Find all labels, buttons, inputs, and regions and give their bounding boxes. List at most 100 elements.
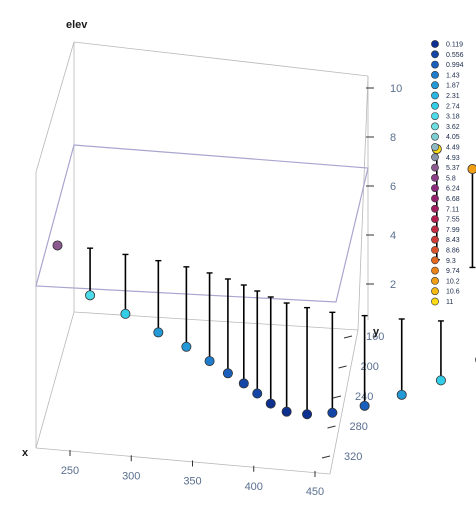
- x-tick-label: 300: [122, 470, 140, 482]
- legend-label: 6.24: [446, 186, 460, 193]
- legend-label: 2.74: [446, 103, 460, 110]
- x-tick-label: 250: [61, 465, 79, 477]
- legend-swatch: [431, 40, 439, 48]
- y-tick-mark: [343, 335, 353, 339]
- legend-label: 0.556: [446, 52, 464, 59]
- y-tick-label: 160: [366, 331, 384, 343]
- x-tick-label: 350: [183, 476, 201, 488]
- reference-plane: [35, 144, 369, 303]
- legend-label: 7.11: [446, 206, 459, 213]
- x-axis-title: x: [22, 447, 29, 459]
- legend-swatch: [431, 194, 439, 203]
- y-axis-title: y: [373, 326, 380, 338]
- data-point: [120, 308, 131, 319]
- data-point: [238, 378, 249, 389]
- y-axis: 160200240280320: [321, 331, 384, 463]
- data-point: [435, 375, 446, 386]
- x-tick-label: 400: [245, 481, 263, 493]
- data-point: [252, 388, 263, 399]
- data-point: [153, 327, 164, 338]
- y-tick-mark: [338, 365, 347, 369]
- data-point: [181, 341, 192, 352]
- z-tick-label: 10: [390, 83, 402, 95]
- legend-label: 5.8: [446, 175, 456, 182]
- data-point: [396, 389, 407, 400]
- data-point: [222, 368, 233, 379]
- legend-label: 1.87: [446, 83, 460, 90]
- legend-swatch: [431, 81, 439, 90]
- legend-swatch: [431, 235, 439, 244]
- data-point: [265, 398, 276, 409]
- legend: 0.119 0.556 0.994 1.43 1.87 2.31 2.74 3.18 3.62 4…: [431, 40, 464, 306]
- z-tick-label: 2: [390, 279, 396, 291]
- box-frame: [35, 41, 369, 475]
- legend-swatch: [431, 287, 439, 296]
- legend-label: 0.119: [446, 42, 463, 49]
- y-tick-label: 320: [344, 451, 362, 463]
- legend-swatch: [431, 112, 439, 120]
- data-point: [281, 406, 292, 417]
- y-tick-label: 280: [350, 421, 368, 433]
- z-tick-label: 4: [390, 230, 396, 242]
- legend-label: 6.68: [446, 196, 460, 203]
- legend-swatch: [431, 60, 439, 69]
- legend-swatch: [431, 101, 439, 110]
- legend-label: 9.74: [446, 268, 460, 275]
- legend-label: 8.43: [446, 237, 460, 244]
- legend-label: 2.31: [446, 93, 460, 100]
- legend-swatch: [431, 297, 439, 306]
- legend-label: 0.994: [446, 62, 464, 69]
- y-tick-mark: [332, 395, 342, 399]
- legend-label: 11: [446, 299, 453, 306]
- z-tick-label: 8: [390, 132, 396, 144]
- legend-swatch: [431, 276, 439, 285]
- legend-label: 4.05: [446, 134, 460, 141]
- y-tick-mark: [327, 425, 336, 429]
- legend-label: 1.43: [446, 72, 460, 79]
- legend-swatch: [431, 266, 439, 275]
- legend-label: 3.62: [446, 124, 460, 131]
- legend-swatch: [431, 143, 439, 151]
- legend-label: 3.18: [446, 114, 460, 121]
- legend-swatch: [431, 153, 439, 162]
- data-point: [327, 407, 338, 418]
- data-point: [52, 240, 63, 251]
- legend-label: 9.3: [446, 258, 456, 265]
- legend-swatch: [431, 91, 439, 100]
- legend-swatch: [431, 215, 439, 223]
- legend-swatch: [431, 132, 439, 141]
- legend-label: 7.99: [446, 227, 460, 234]
- points: [52, 144, 476, 420]
- legend-swatch: [431, 225, 439, 234]
- y-tick-label: 200: [361, 361, 379, 373]
- x-axis: 250 300 350 400 450: [61, 450, 324, 498]
- data-point: [85, 290, 96, 301]
- data-point: [302, 409, 313, 420]
- legend-label: 7.55: [446, 217, 460, 224]
- data-point: [204, 356, 215, 367]
- legend-swatch: [431, 50, 439, 59]
- data-point: [467, 164, 476, 175]
- legend-swatch: [431, 204, 439, 213]
- legend-label: 8.86: [446, 248, 460, 255]
- legend-label: 4.49: [446, 145, 460, 152]
- legend-label: 10.2: [446, 278, 460, 285]
- x-tick-label: 450: [306, 486, 324, 498]
- stems: [54, 149, 476, 415]
- legend-swatch: [431, 173, 439, 182]
- legend-swatch: [431, 246, 439, 254]
- data-point: [359, 400, 370, 411]
- y-tick-mark: [321, 455, 331, 459]
- legend-swatch: [431, 163, 439, 172]
- legend-swatch: [431, 71, 439, 79]
- z-tick-label: 6: [390, 181, 396, 193]
- legend-swatch: [431, 184, 439, 193]
- legend-swatch: [431, 256, 439, 265]
- legend-label: 10.6: [446, 289, 460, 296]
- legend-swatch: [431, 122, 439, 131]
- z-axis: 2 4 6 8 10: [366, 83, 402, 291]
- legend-label: 5.37: [446, 165, 460, 172]
- z-axis-title: elev: [66, 19, 88, 31]
- legend-label: 4.93: [446, 155, 460, 162]
